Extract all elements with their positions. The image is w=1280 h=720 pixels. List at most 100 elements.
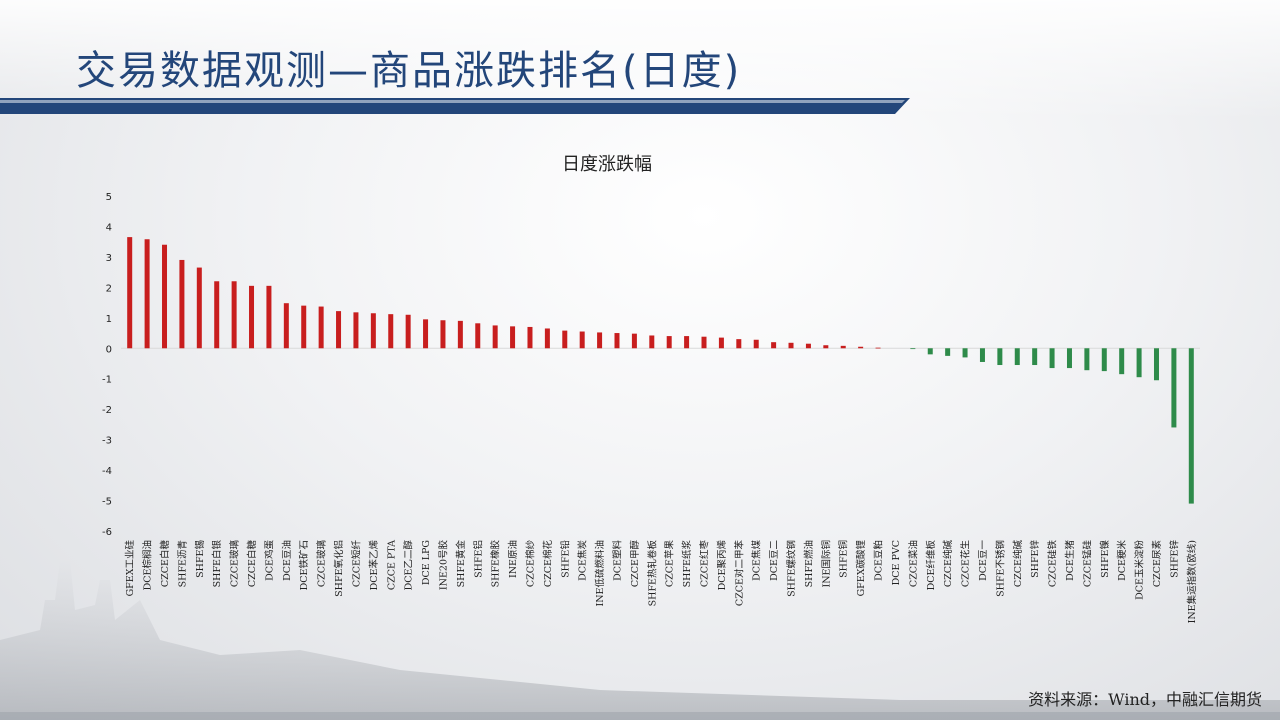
bar <box>945 348 951 356</box>
bar <box>736 339 742 349</box>
y-tick-label: 2 <box>106 283 112 294</box>
y-tick-label: -2 <box>102 405 112 416</box>
x-category-label: CZCE花生 <box>960 540 972 588</box>
bar <box>597 332 603 349</box>
x-category-label: SHFE铝 <box>472 540 484 578</box>
bar <box>771 342 777 349</box>
bar <box>1032 348 1038 366</box>
x-category-label: CZCE菜油 <box>907 540 919 587</box>
bar <box>666 336 672 349</box>
x-category-label: CZCE PTA <box>386 540 397 590</box>
x-category-label: CZCE纯碱 <box>1012 540 1024 588</box>
bar <box>370 313 376 349</box>
x-category-label: SHFE锌 <box>1168 540 1180 578</box>
bar <box>214 281 220 349</box>
bar <box>649 335 655 349</box>
bar <box>510 326 516 349</box>
chart-title: 日度涨跌幅 <box>562 154 652 175</box>
bar <box>127 237 133 349</box>
bar <box>475 323 481 349</box>
y-tick-label: -3 <box>102 436 112 447</box>
bar <box>336 311 342 349</box>
x-category-label: CZCE白糖 <box>246 540 258 588</box>
x-category-label: DCE塑料 <box>611 540 623 581</box>
x-category-label: DCE玉米淀粉 <box>1134 540 1146 600</box>
x-category-label: CZCE苹果 <box>664 540 676 588</box>
x-category-label: GFEX工业硅 <box>124 540 136 597</box>
bar <box>997 348 1003 366</box>
bar <box>614 333 620 349</box>
bar <box>962 348 968 358</box>
bar <box>875 347 881 349</box>
x-category-label: CZCE短纤 <box>350 540 362 588</box>
bar <box>562 330 568 349</box>
bar <box>283 303 289 349</box>
x-category-label: INE原油 <box>507 540 519 578</box>
bar <box>684 336 690 349</box>
bar <box>179 259 185 349</box>
title-underline-bar <box>0 98 910 114</box>
x-category-label: SHFE纸浆 <box>681 540 693 588</box>
bar <box>1171 348 1177 428</box>
x-category-label: CZCE尿素 <box>1151 540 1163 588</box>
bar <box>440 320 446 349</box>
bar <box>579 331 585 349</box>
y-tick-label: 0 <box>106 344 112 355</box>
bar <box>910 348 916 350</box>
bar <box>805 343 811 349</box>
bar <box>144 239 150 349</box>
bar <box>492 325 498 349</box>
x-category-label: CZCE纯碱 <box>942 540 954 588</box>
bar <box>1153 348 1159 381</box>
x-category-label: DCE纤维板 <box>925 540 937 591</box>
bar <box>162 244 168 349</box>
x-category-label: SHFE锡 <box>194 540 206 578</box>
x-category-label: DCE棕榈油 <box>142 540 154 590</box>
x-category-label: CZCE对二甲苯 <box>733 540 745 607</box>
y-tick-label: 3 <box>106 253 112 264</box>
x-category-label: INE低硫燃料油 <box>594 540 606 607</box>
x-category-label: INE集运指数(欧线) <box>1186 540 1198 623</box>
bar <box>1136 348 1142 378</box>
x-category-label: DCE鸡蛋 <box>263 540 275 581</box>
x-category-label: DCE豆二 <box>769 540 780 581</box>
x-category-label: DCE生猪 <box>1064 540 1076 581</box>
x-category-label: CZCE棉花 <box>542 540 554 588</box>
bar <box>457 320 463 349</box>
x-category-label: DCE铁矿石 <box>298 540 310 590</box>
page-title: 交易数据观测—商品涨跌排名(日度) <box>76 48 742 94</box>
bar <box>388 314 394 349</box>
bar <box>753 339 759 349</box>
x-category-label: DCE豆一 <box>978 540 989 581</box>
x-category-label: CZCE锰硅 <box>1081 540 1093 588</box>
bar <box>353 312 359 349</box>
y-tick-label: 5 <box>106 192 112 203</box>
bar <box>979 348 985 362</box>
x-category-label: GFEX碳酸锂 <box>855 540 867 597</box>
x-category-label: SHFE沥青 <box>176 540 188 587</box>
x-category-label: SHFE铜 <box>838 540 850 578</box>
y-tick-label: 1 <box>106 314 112 325</box>
bar <box>196 267 202 349</box>
bar <box>301 305 307 349</box>
bar <box>249 285 255 349</box>
x-category-label: DCE粳米 <box>1116 540 1128 581</box>
x-category-label: CZCE玻璃 <box>316 540 328 587</box>
bar <box>318 306 324 349</box>
y-tick-label: -5 <box>102 497 112 508</box>
bar <box>1084 348 1090 371</box>
bar <box>1049 348 1055 369</box>
x-category-label: DCE PVC <box>891 540 902 585</box>
x-category-label: SHFE不锈钢 <box>994 540 1006 597</box>
x-category-label: SHFE燃油 <box>803 540 815 587</box>
bar <box>840 345 846 349</box>
x-category-label: DCE聚丙烯 <box>716 540 728 591</box>
bar <box>788 342 794 349</box>
x-category-label: CZCE甲醇 <box>629 540 641 588</box>
x-category-label: INE20号胶 <box>437 540 449 591</box>
x-category-label: CZCE棉纱 <box>524 540 536 588</box>
bar <box>405 314 411 349</box>
x-category-label: SHFE螺纹钢 <box>786 540 798 597</box>
y-tick-label: -4 <box>102 466 112 477</box>
